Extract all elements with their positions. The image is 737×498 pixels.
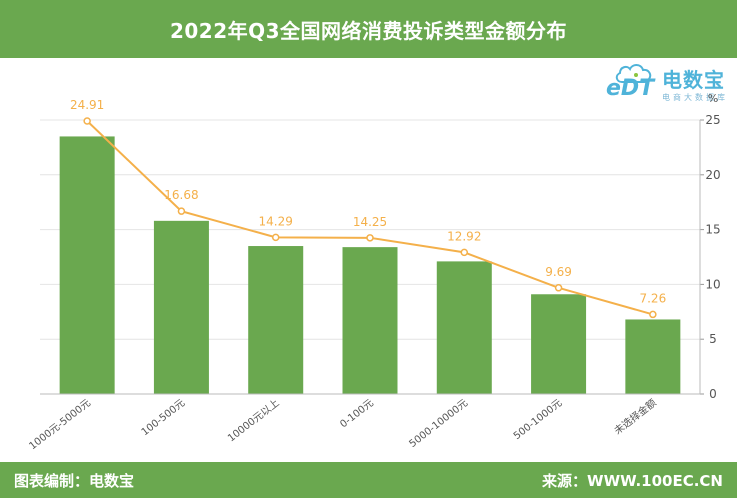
line-point — [460, 248, 469, 257]
bar — [59, 136, 115, 394]
y-axis-unit: % — [708, 92, 718, 105]
data-label: 9.69 — [545, 265, 572, 279]
logo-tagline: 电商大数据库 — [662, 93, 728, 102]
footer-source: 来源：WWW.100EC.CN — [542, 471, 723, 490]
x-tick-label: 5000-10000元 — [408, 398, 471, 450]
x-axis: 1000元-5000元 100-500元 10000元以上 0-100元 5000-10… — [27, 393, 700, 453]
logo-brand-name: 电数宝 — [662, 68, 725, 92]
bar — [342, 247, 398, 394]
data-label: 16.68 — [164, 188, 198, 202]
logo-edt-text: eDT — [606, 76, 655, 101]
data-label: 24.91 — [70, 98, 104, 112]
bar — [625, 319, 681, 394]
bar — [248, 246, 304, 394]
line-point — [366, 234, 374, 242]
data-label: 14.29 — [259, 214, 293, 228]
data-label: 7.26 — [639, 291, 666, 305]
x-tick-label: 500-1000元 — [512, 398, 565, 442]
y-tick-label: 10 — [705, 277, 720, 291]
cloud-icon — [615, 64, 652, 83]
y-tick-label: 25 — [705, 113, 720, 127]
data-label: 12.92 — [447, 229, 481, 243]
chart-title: 2022年Q3全国网络消费投诉类型金额分布 — [169, 18, 568, 43]
y-tick-label: 15 — [705, 223, 720, 237]
x-tick-label: 未选择金额 — [611, 396, 658, 437]
footer-compiler: 图表编制：电数宝 — [14, 471, 135, 490]
x-tick-label: 100-500元 — [140, 398, 188, 439]
bars — [59, 136, 681, 394]
line-point — [271, 233, 280, 242]
bar-line-chart: 24.91 16.68 14.29 14.25 12.92 9.69 7.26 0 5 10 15… — [27, 92, 721, 453]
trend-line: 24.91 16.68 14.29 14.25 12.92 9.69 7.26 — [70, 98, 666, 319]
bar — [436, 261, 492, 394]
line-point — [554, 284, 563, 292]
y-tick-label: 5 — [709, 332, 717, 346]
x-tick-label: 0-100元 — [338, 398, 376, 431]
chart-header: 2022年Q3全国网络消费投诉类型金额分布 — [0, 0, 737, 58]
x-tick-label: 1000元-5000元 — [27, 398, 92, 453]
line-point — [177, 207, 186, 215]
y-tick-label: 20 — [705, 168, 720, 182]
y-tick-label: 0 — [709, 387, 717, 401]
bar — [153, 220, 209, 394]
bar — [531, 294, 587, 394]
data-label: 14.25 — [353, 215, 387, 229]
line-point — [649, 310, 657, 319]
x-tick-label: 10000元以上 — [225, 397, 281, 445]
brand-logo: eDT 电数宝 电商大数据库 — [600, 62, 730, 108]
line-point — [83, 117, 91, 125]
y-axis: 0 5 10 15 20 25 — [699, 113, 721, 401]
chart-footer: 图表编制：电数宝 来源：WWW.100EC.CN — [0, 462, 737, 498]
